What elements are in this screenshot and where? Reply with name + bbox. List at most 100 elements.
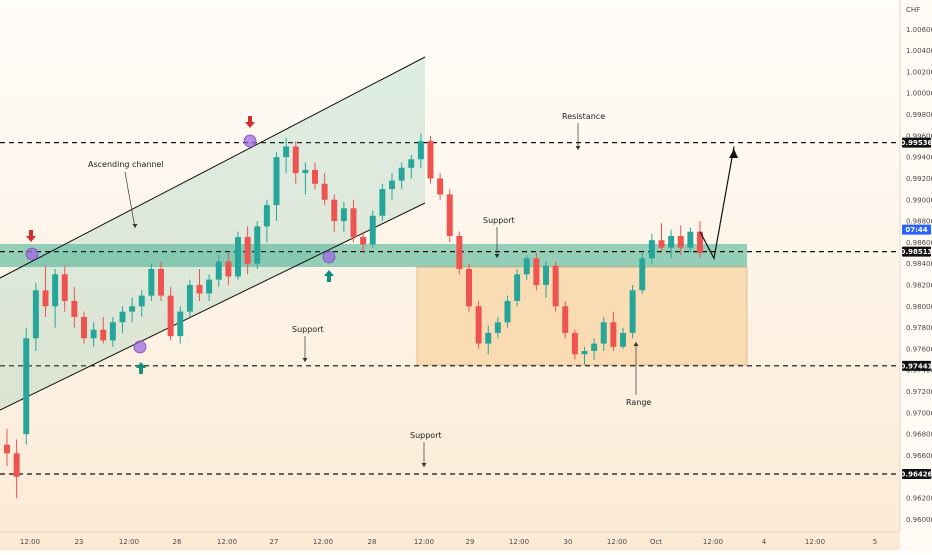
candle-body [177, 311, 184, 337]
candle-body [206, 279, 213, 294]
candle-body [225, 261, 232, 277]
channel-fill [0, 57, 425, 410]
candle-body [215, 261, 222, 280]
candle-body [13, 453, 20, 477]
x-tick-label: 26 [173, 538, 182, 546]
level-price-tag [902, 468, 931, 479]
channel-upper-line [0, 56, 426, 279]
candle-body [389, 180, 395, 190]
x-tick-label: 23 [75, 538, 84, 546]
x-tick-label: 12:00 [20, 538, 40, 546]
candle-body [148, 269, 155, 296]
candle-body [571, 332, 578, 355]
candle-body [456, 235, 463, 269]
support-band [0, 244, 747, 267]
level-price-tag-label: 0.97441 [901, 362, 932, 370]
annotation-pointer-head [302, 358, 308, 362]
level-price-tag-label: 0.99536 [901, 139, 932, 147]
x-tick-label: Oct [650, 538, 662, 546]
candle-body [61, 274, 68, 301]
current-price-tag-label: 07:44 [905, 226, 927, 234]
candle-body [475, 306, 482, 344]
annotation-label: Resistance [562, 112, 605, 121]
channel-lower-line [0, 202, 426, 411]
down-arrow-icon [248, 116, 252, 122]
candle-body [273, 157, 280, 206]
candle-body [610, 322, 617, 347]
level-price-tag-label: 0.96426 [901, 470, 932, 478]
candle-body [340, 208, 347, 222]
candle-body [244, 237, 251, 264]
candle-body [494, 322, 501, 333]
markers-layer [25, 116, 336, 374]
candle-body [466, 269, 472, 307]
candle-body [591, 343, 598, 352]
annotation-pointer [124, 171, 136, 229]
level-price-tag-label: 0.98513 [901, 248, 932, 256]
x-tick-label: 28 [368, 538, 377, 546]
y-tick-label: 1.00200 [906, 68, 932, 76]
current-price-tag [902, 224, 931, 235]
candle-body [167, 295, 174, 337]
candle-body [523, 258, 530, 275]
y-tick-label: 1.00600 [906, 26, 932, 34]
x-tick-label: 30 [564, 538, 573, 546]
candle-body [562, 306, 569, 333]
projection-path [699, 146, 735, 261]
candle-body [302, 169, 309, 174]
x-tick-label: 12:00 [805, 538, 825, 546]
level-price-tag [902, 360, 931, 371]
candle-body [620, 332, 626, 347]
currency-label: CHF [906, 6, 920, 14]
x-tick-label: 12:00 [217, 538, 237, 546]
candle-body [283, 146, 290, 158]
level-price-tag [902, 246, 931, 257]
annotation-pointer-head [494, 254, 500, 258]
candle-body [138, 295, 145, 307]
price-axis [900, 0, 932, 550]
x-tick-label: 12:00 [119, 538, 139, 546]
annotations-layer: Ascending channel Resistance Support Suppor… [88, 112, 738, 467]
candle-body [119, 311, 126, 323]
candle-body [379, 189, 386, 216]
up-arrow-stem [139, 368, 143, 374]
touch-marker [322, 250, 336, 264]
candle-body [446, 194, 453, 236]
candle-body [668, 235, 675, 248]
x-tick-label: 29 [466, 538, 475, 546]
candle-body [90, 329, 97, 339]
range-box [416, 266, 748, 366]
candle-body [648, 240, 655, 259]
annotation-pointer-head [633, 342, 639, 346]
x-tick-label: 4 [762, 538, 767, 546]
candle-body [629, 290, 636, 333]
candle-body [437, 178, 444, 195]
touch-marker [25, 247, 39, 261]
candle-body [677, 235, 684, 248]
candle-body [427, 141, 434, 179]
annotation-pointer-head [132, 224, 138, 228]
candle-body [32, 290, 39, 339]
candles-layer [4, 133, 703, 499]
candle-body [369, 215, 376, 245]
candle-body [321, 183, 328, 200]
down-arrow-head [26, 236, 36, 242]
candle-body [52, 274, 59, 307]
candle-body [186, 284, 193, 312]
price-levels-layer [0, 142, 900, 475]
candle-body [331, 199, 338, 222]
x-tick-label: 12:00 [509, 538, 529, 546]
touch-marker [133, 340, 147, 354]
x-tick-label: 27 [270, 538, 279, 546]
candle-body [687, 231, 694, 248]
